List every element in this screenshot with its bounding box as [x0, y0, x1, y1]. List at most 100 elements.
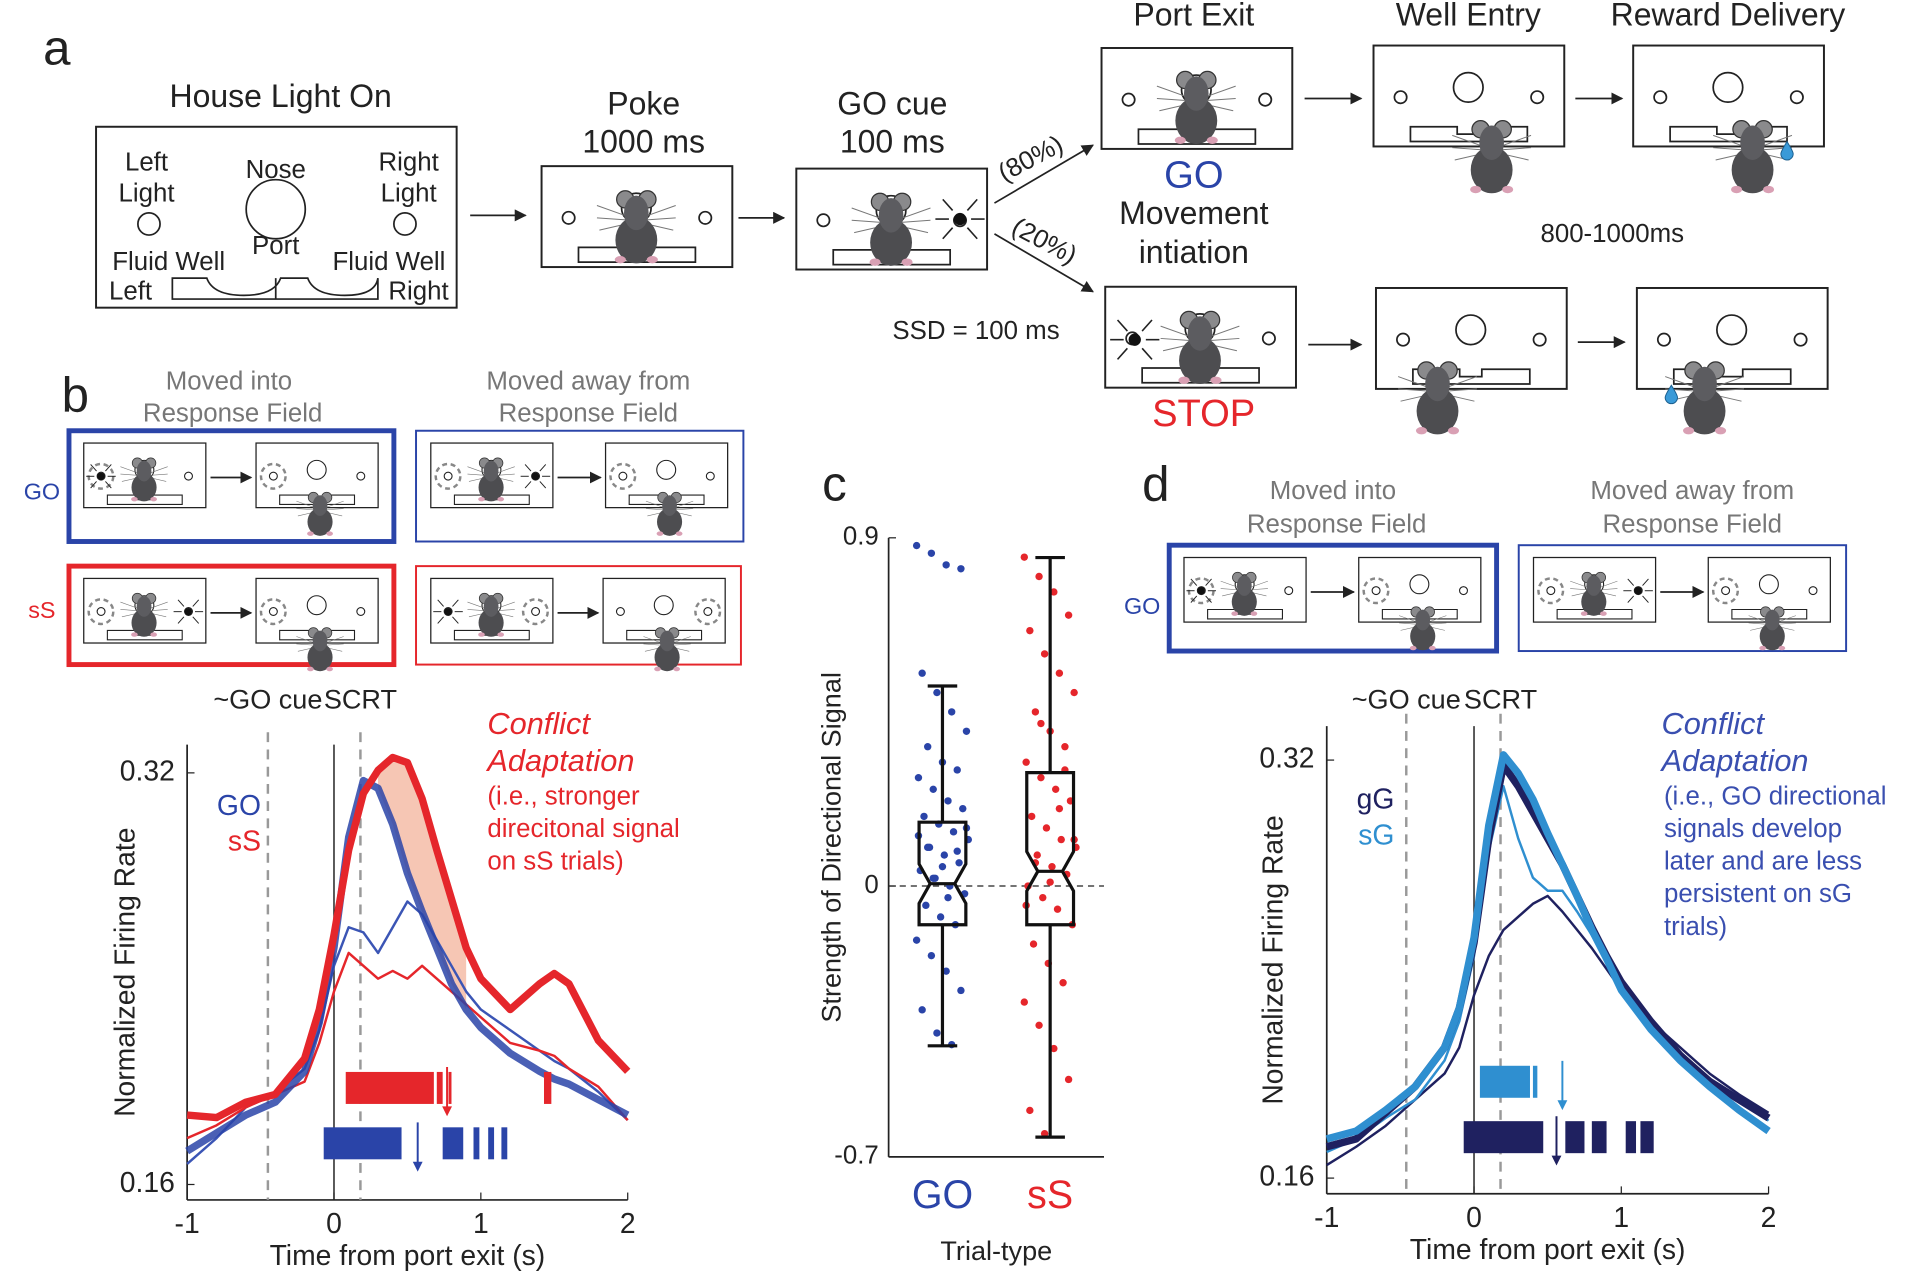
data-point [1020, 553, 1028, 561]
probability: (80%) [994, 130, 1068, 187]
y-tick-label: 0 [864, 871, 878, 899]
data-point [1020, 998, 1028, 1006]
response-field [1711, 577, 1740, 605]
raster-bar [1640, 1121, 1654, 1154]
nose-port [245, 178, 307, 240]
annotation-text: on sS trials) [487, 848, 623, 876]
stage-title: Port Exit [1133, 0, 1254, 33]
y-tick-label: 0.16 [120, 1166, 175, 1198]
stage-title: Well Entry [1396, 0, 1541, 33]
data-point [929, 874, 937, 882]
condition-title: Moved into [166, 368, 292, 396]
condition-frame [66, 428, 397, 544]
data-point [936, 913, 945, 921]
condition-frame [1517, 544, 1848, 653]
data-point [944, 893, 952, 902]
box [1025, 771, 1076, 927]
condition-frame [1166, 542, 1500, 654]
legend-entry: gG [1357, 783, 1395, 815]
ssd: SSD = 100 ms [892, 317, 1059, 345]
box-label: Fluid Well [332, 248, 445, 276]
raster-arrowhead [442, 1106, 452, 1117]
data-point [1040, 1129, 1049, 1138]
trial-stop: STOP [1152, 392, 1255, 435]
chamber [1635, 286, 1829, 390]
box-label: Right [379, 149, 439, 177]
row-label: GO [24, 479, 60, 505]
stage-title: Poke [607, 85, 680, 121]
data-point [1064, 611, 1073, 619]
response-field [434, 462, 462, 490]
condition-frame [415, 429, 745, 543]
chamber [1372, 44, 1566, 148]
raster-bar [1532, 1065, 1538, 1098]
condition-title: Response Field [1603, 510, 1782, 538]
probability: (20%) [1007, 213, 1081, 270]
response-field [259, 598, 287, 626]
raster-bar [1591, 1121, 1607, 1154]
light [137, 212, 161, 236]
annotation-text: later and are less [1664, 848, 1862, 876]
data-point [1053, 905, 1062, 913]
condition-title: Response Field [1247, 510, 1426, 538]
condition-title: Response Field [499, 400, 678, 428]
annotation-text: direcitonal signal [487, 815, 679, 843]
box-label: Light [119, 179, 175, 207]
data-point [1039, 893, 1047, 902]
light [393, 212, 417, 236]
data-point [962, 727, 971, 735]
data-point [1055, 669, 1064, 677]
data-point [912, 541, 921, 550]
data-point [920, 812, 928, 821]
annotation-text: trials) [1664, 913, 1727, 941]
box [917, 820, 968, 927]
trial-go: GO [1164, 153, 1223, 196]
box-label: Light [381, 179, 437, 207]
y-axis-label: Normalized Firing Rate [108, 828, 140, 1117]
difference-fill [378, 757, 467, 1010]
x-tick-label: 1 [1613, 1201, 1629, 1233]
data-point [1035, 572, 1043, 581]
data-point [1027, 812, 1036, 821]
y-tick-label: 0.32 [120, 754, 175, 786]
data-point [953, 766, 961, 774]
data-point [1022, 758, 1030, 766]
marker-label: SCRT [324, 684, 397, 715]
data-point [933, 688, 941, 697]
raster-bar [1565, 1121, 1585, 1154]
x-tick-label: -1 [1314, 1201, 1339, 1233]
marker-label: ~GO cue [1352, 684, 1461, 715]
response-field [87, 598, 115, 626]
raster-bar [345, 1071, 434, 1104]
data-point [942, 967, 950, 975]
arrow [994, 144, 1094, 204]
raster-bar [436, 1071, 443, 1104]
stage-title: GO cue [837, 85, 947, 121]
raster-bar [473, 1127, 480, 1160]
data-point [1037, 773, 1045, 782]
condition-title: Moved away from [1590, 477, 1794, 505]
data-point [1031, 708, 1040, 716]
data-point [912, 936, 921, 944]
data-point [924, 743, 932, 751]
data-point [1048, 862, 1056, 871]
raster-bar [1463, 1121, 1544, 1154]
box-label: Port [252, 232, 299, 260]
data-point [1057, 835, 1065, 844]
response-field [521, 598, 549, 626]
data-point [933, 1029, 941, 1037]
raster-bar [501, 1127, 508, 1160]
y-axis-label: Strength of Directional Signal [815, 672, 846, 1023]
series-line [1325, 751, 1771, 1143]
data-point [1026, 1106, 1034, 1115]
response-field [694, 598, 722, 626]
chamber [1374, 286, 1568, 390]
legend-entry: GO [217, 789, 261, 821]
condition-title: Moved into [1270, 477, 1396, 505]
data-point [1042, 824, 1051, 832]
marker-label: ~GO cue [213, 684, 322, 715]
data-point [1050, 1044, 1058, 1053]
data-point [940, 851, 949, 859]
data-point [922, 901, 930, 910]
